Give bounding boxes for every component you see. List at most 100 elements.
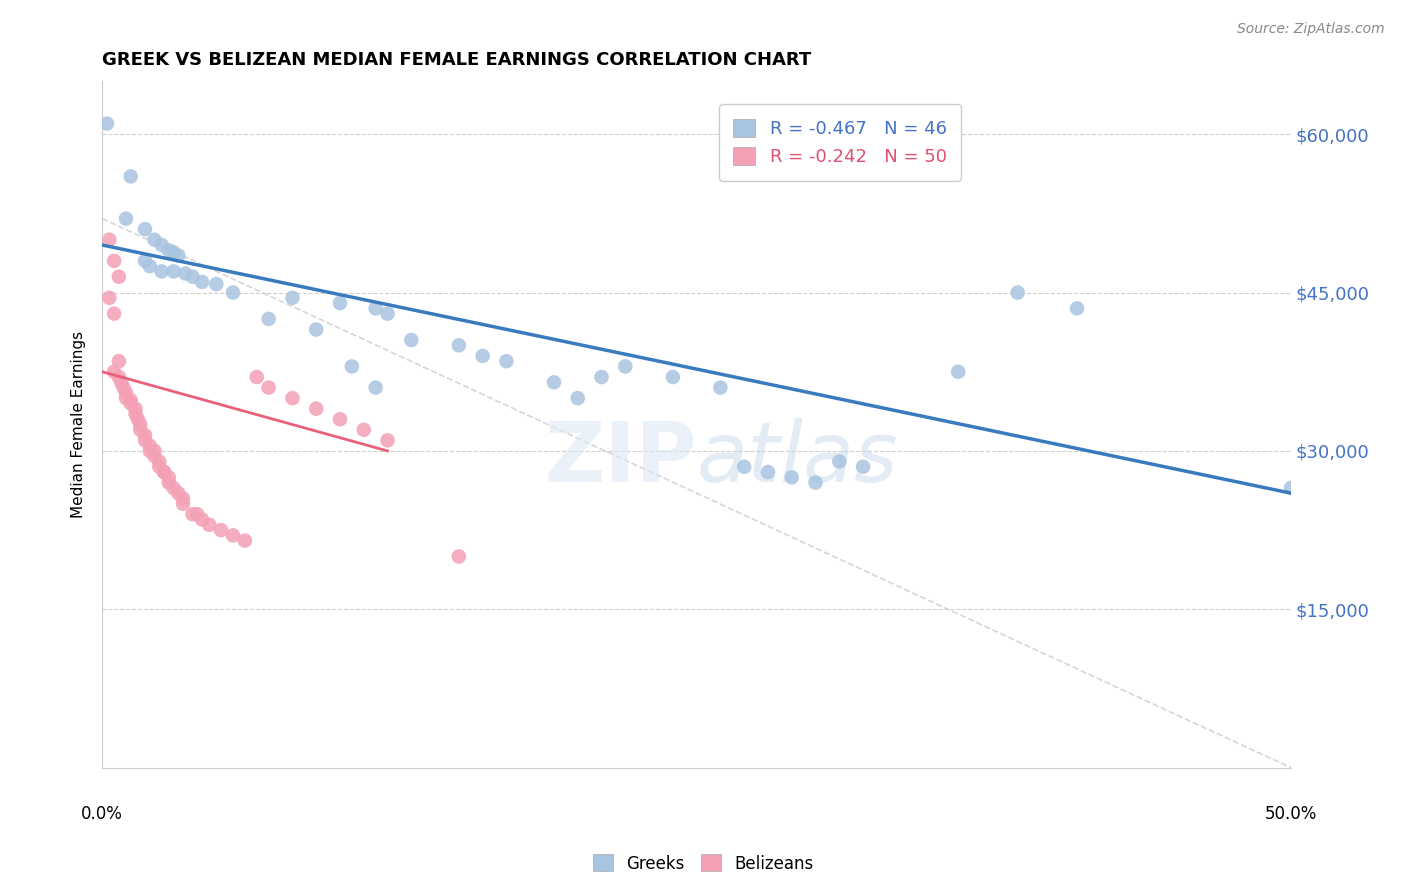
Point xyxy=(852,459,875,474)
Point xyxy=(108,269,131,284)
Point xyxy=(364,380,387,394)
Point xyxy=(162,264,184,278)
Point xyxy=(108,354,131,368)
Text: 50.0%: 50.0% xyxy=(1265,805,1317,823)
Point xyxy=(120,169,142,184)
Point xyxy=(162,245,184,260)
Point xyxy=(340,359,363,374)
Point xyxy=(162,481,184,495)
Point xyxy=(157,244,180,258)
Point xyxy=(222,285,245,300)
Point xyxy=(167,486,190,500)
Point xyxy=(153,465,176,479)
Point xyxy=(495,354,517,368)
Point xyxy=(205,277,228,291)
Point xyxy=(233,533,256,548)
Text: Source: ZipAtlas.com: Source: ZipAtlas.com xyxy=(1237,22,1385,37)
Point xyxy=(191,275,214,289)
Y-axis label: Median Female Earnings: Median Female Earnings xyxy=(72,331,86,518)
Point xyxy=(1007,285,1029,300)
Point xyxy=(172,491,194,506)
Point xyxy=(1279,481,1302,495)
Point xyxy=(120,396,142,410)
Point xyxy=(257,312,280,326)
Point xyxy=(329,296,352,310)
Point xyxy=(129,417,152,432)
Point xyxy=(828,454,851,468)
Point xyxy=(148,454,170,468)
Point xyxy=(222,528,245,542)
Point xyxy=(364,301,387,316)
Point xyxy=(96,117,118,131)
Point xyxy=(946,365,969,379)
Point xyxy=(153,465,176,479)
Text: atlas: atlas xyxy=(696,418,898,500)
Point xyxy=(174,267,197,281)
Point xyxy=(129,423,152,437)
Point xyxy=(157,475,180,490)
Point xyxy=(353,423,375,437)
Point xyxy=(124,407,146,421)
Point xyxy=(733,459,755,474)
Point xyxy=(780,470,803,484)
Point xyxy=(98,233,121,247)
Point xyxy=(103,253,125,268)
Point xyxy=(127,412,149,426)
Point xyxy=(139,259,162,273)
Point xyxy=(543,376,565,390)
Point xyxy=(98,291,121,305)
Point xyxy=(157,470,180,484)
Point xyxy=(305,322,328,336)
Point xyxy=(115,385,138,400)
Point xyxy=(167,249,190,263)
Text: GREEK VS BELIZEAN MEDIAN FEMALE EARNINGS CORRELATION CHART: GREEK VS BELIZEAN MEDIAN FEMALE EARNINGS… xyxy=(103,51,811,69)
Point xyxy=(186,508,208,522)
Point xyxy=(120,393,142,408)
Point xyxy=(209,523,232,537)
Text: 0.0%: 0.0% xyxy=(82,805,124,823)
Point xyxy=(257,380,280,394)
Point xyxy=(377,434,399,448)
Point xyxy=(150,264,173,278)
Point xyxy=(471,349,494,363)
Legend: Greeks, Belizeans: Greeks, Belizeans xyxy=(586,847,820,880)
Point xyxy=(103,307,125,321)
Point xyxy=(191,512,214,526)
Legend: R = -0.467   N = 46, R = -0.242   N = 50: R = -0.467 N = 46, R = -0.242 N = 50 xyxy=(718,104,962,181)
Point xyxy=(112,380,135,394)
Point xyxy=(614,359,637,374)
Point xyxy=(134,434,156,448)
Text: ZIP: ZIP xyxy=(544,418,696,500)
Point xyxy=(198,517,221,532)
Point xyxy=(246,370,269,384)
Point xyxy=(143,449,166,463)
Point xyxy=(148,459,170,474)
Point xyxy=(108,370,131,384)
Point xyxy=(139,444,162,458)
Point xyxy=(172,497,194,511)
Point xyxy=(181,508,204,522)
Point xyxy=(115,391,138,405)
Point xyxy=(329,412,352,426)
Point xyxy=(1066,301,1088,316)
Point xyxy=(305,401,328,416)
Point xyxy=(110,376,132,390)
Point xyxy=(134,253,156,268)
Point xyxy=(143,444,166,458)
Point xyxy=(567,391,589,405)
Point xyxy=(150,238,173,252)
Point xyxy=(281,391,304,405)
Point xyxy=(401,333,423,347)
Point xyxy=(804,475,827,490)
Point xyxy=(115,211,138,226)
Point xyxy=(662,370,685,384)
Point xyxy=(591,370,613,384)
Point xyxy=(124,401,146,416)
Point xyxy=(281,291,304,305)
Point xyxy=(709,380,731,394)
Point xyxy=(143,233,166,247)
Point xyxy=(377,307,399,321)
Point xyxy=(181,269,204,284)
Point xyxy=(447,338,470,352)
Point xyxy=(103,365,125,379)
